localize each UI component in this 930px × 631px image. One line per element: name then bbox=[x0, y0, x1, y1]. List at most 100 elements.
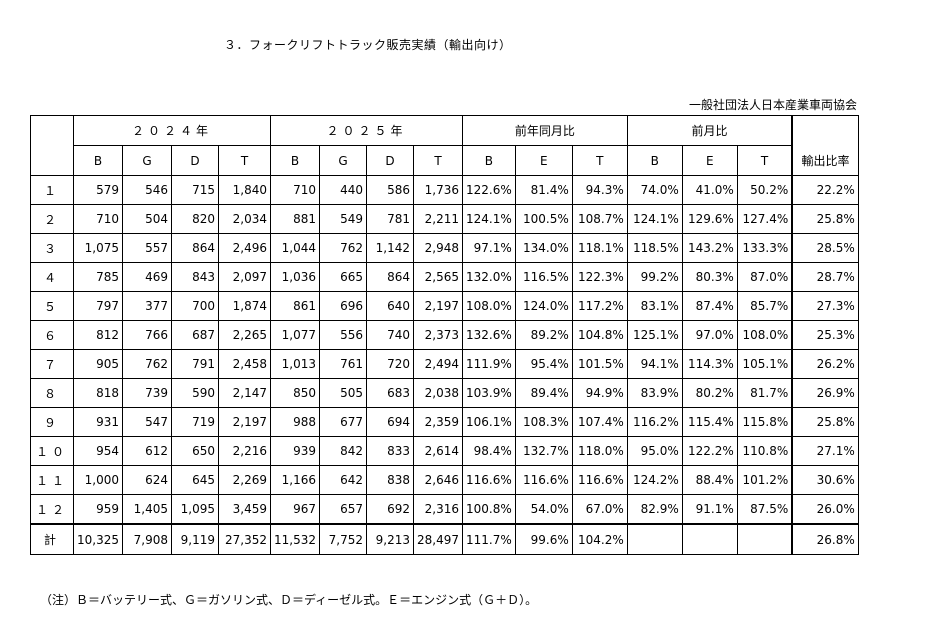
cell-export-ratio: 28.5% bbox=[791, 233, 859, 263]
cell-2025: 842 bbox=[319, 436, 367, 466]
table-row: ３ 1,075 557 864 2,496 1,044 762 1,142 2,948 97.1%… bbox=[30, 233, 859, 263]
cell-mom bbox=[626, 523, 683, 555]
forklift-export-sales-table: ２０２４年 ２０２５年 前年同月比 前月比 B G D T B G D T B … bbox=[30, 115, 859, 555]
row-label: １１ bbox=[30, 465, 74, 495]
ratio-header-top bbox=[791, 115, 859, 146]
cell-export-ratio: 27.3% bbox=[791, 291, 859, 321]
cell-mom: 108.0% bbox=[736, 320, 793, 350]
cell-yoy: 104.8% bbox=[571, 320, 628, 350]
row-label: ９ bbox=[30, 407, 74, 437]
sub-header: B bbox=[626, 145, 683, 176]
cell-2024: 762 bbox=[122, 349, 172, 379]
cell-2024: 739 bbox=[122, 378, 172, 408]
cell-2025: 2,614 bbox=[413, 436, 463, 466]
cell-yoy: 118.0% bbox=[571, 436, 628, 466]
sub-header: T bbox=[218, 145, 271, 176]
cell-2025: 2,646 bbox=[413, 465, 463, 495]
cell-2024: 650 bbox=[171, 436, 219, 466]
cell-export-ratio: 27.1% bbox=[791, 436, 859, 466]
cell-mom: 83.9% bbox=[626, 378, 683, 408]
cell-2024: 715 bbox=[171, 175, 219, 205]
cell-mom: 94.1% bbox=[626, 349, 683, 379]
cell-2024: 818 bbox=[73, 378, 123, 408]
cell-2025: 440 bbox=[319, 175, 367, 205]
cell-yoy: 117.2% bbox=[571, 291, 628, 321]
cell-yoy: 94.9% bbox=[571, 378, 628, 408]
corner-cell bbox=[30, 115, 74, 146]
table-row: ４ 785 469 843 2,097 1,036 665 864 2,565 132.0% 116… bbox=[30, 262, 859, 292]
cell-yoy: 100.8% bbox=[462, 494, 516, 525]
cell-export-ratio: 25.3% bbox=[791, 320, 859, 350]
cell-export-ratio: 26.9% bbox=[791, 378, 859, 408]
cell-2024: 700 bbox=[171, 291, 219, 321]
cell-2024: 1,874 bbox=[218, 291, 271, 321]
cell-mom: 118.5% bbox=[626, 233, 683, 263]
cell-2024: 2,269 bbox=[218, 465, 271, 495]
sub-header: D bbox=[171, 145, 219, 176]
cell-mom: 81.7% bbox=[736, 378, 793, 408]
cell-yoy: 94.3% bbox=[571, 175, 628, 205]
table-body: ２０２４年 ２０２５年 前年同月比 前月比 B G D T B G D T B … bbox=[30, 115, 859, 555]
cell-export-ratio: 25.8% bbox=[791, 407, 859, 437]
cell-2024: 791 bbox=[171, 349, 219, 379]
cell-2025: 665 bbox=[319, 262, 367, 292]
cell-yoy: 122.6% bbox=[462, 175, 516, 205]
sub-header: T bbox=[736, 145, 793, 176]
sub-header: T bbox=[413, 145, 463, 176]
cell-2025: 2,197 bbox=[413, 291, 463, 321]
cell-2025: 710 bbox=[270, 175, 320, 205]
cell-2024: 959 bbox=[73, 494, 123, 525]
cell-2024: 579 bbox=[73, 175, 123, 205]
cell-2025: 677 bbox=[319, 407, 367, 437]
cell-mom: 115.8% bbox=[736, 407, 793, 437]
cell-2024: 377 bbox=[122, 291, 172, 321]
cell-2025: 1,036 bbox=[270, 262, 320, 292]
cell-mom: 85.7% bbox=[736, 291, 793, 321]
table-row: １１ 1,000 624 645 2,269 1,166 642 838 2,646 116.6%… bbox=[30, 465, 859, 495]
table-row: ５ 797 377 700 1,874 861 696 640 2,197 108.0% 124.0… bbox=[30, 291, 859, 321]
cell-export-ratio: 22.2% bbox=[791, 175, 859, 205]
cell-mom: 80.3% bbox=[681, 262, 738, 292]
cell-yoy: 95.4% bbox=[514, 349, 573, 379]
cell-2025: 1,166 bbox=[270, 465, 320, 495]
row-label: １２ bbox=[30, 494, 74, 525]
cell-2024: 820 bbox=[171, 204, 219, 234]
cell-2024: 3,459 bbox=[218, 494, 271, 525]
cell-2024: 1,840 bbox=[218, 175, 271, 205]
cell-2025: 683 bbox=[366, 378, 414, 408]
cell-mom: 74.0% bbox=[626, 175, 683, 205]
cell-2025: 761 bbox=[319, 349, 367, 379]
header-row-groups: ２０２４年 ２０２５年 前年同月比 前月比 bbox=[30, 115, 859, 146]
group-header-2024: ２０２４年 bbox=[73, 115, 271, 146]
cell-mom: 91.1% bbox=[681, 494, 738, 525]
cell-yoy: 89.4% bbox=[514, 378, 573, 408]
cell-2025: 640 bbox=[366, 291, 414, 321]
cell-2025: 556 bbox=[319, 320, 367, 350]
cell-2025: 2,565 bbox=[413, 262, 463, 292]
cell-yoy: 107.4% bbox=[571, 407, 628, 437]
cell-mom: 88.4% bbox=[681, 465, 738, 495]
sub-header: G bbox=[319, 145, 367, 176]
cell-2025: 740 bbox=[366, 320, 414, 350]
cell-export-ratio: 26.2% bbox=[791, 349, 859, 379]
cell-2024: 645 bbox=[171, 465, 219, 495]
cell-2024: 612 bbox=[122, 436, 172, 466]
cell-yoy: 124.1% bbox=[462, 204, 516, 234]
cell-2024: 766 bbox=[122, 320, 172, 350]
cell-2025: 838 bbox=[366, 465, 414, 495]
cell-2024: 2,034 bbox=[218, 204, 271, 234]
cell-yoy: 108.0% bbox=[462, 291, 516, 321]
cell-yoy: 54.0% bbox=[514, 494, 573, 525]
cell-yoy: 108.7% bbox=[571, 204, 628, 234]
cell-2025: 642 bbox=[319, 465, 367, 495]
table-row: ２ 710 504 820 2,034 881 549 781 2,211 124.1% 100.5… bbox=[30, 204, 859, 234]
cell-yoy: 106.1% bbox=[462, 407, 516, 437]
table-row: １２ 959 1,405 1,095 3,459 967 657 692 2,316 100.8%… bbox=[30, 494, 859, 525]
cell-mom: 95.0% bbox=[626, 436, 683, 466]
cell-2025: 1,736 bbox=[413, 175, 463, 205]
row-label: ７ bbox=[30, 349, 74, 379]
cell-yoy: 134.0% bbox=[514, 233, 573, 263]
table-row: ７ 905 762 791 2,458 1,013 761 720 2,494 111.9% 95.… bbox=[30, 349, 859, 379]
cell-2024: 905 bbox=[73, 349, 123, 379]
cell-mom: 87.5% bbox=[736, 494, 793, 525]
